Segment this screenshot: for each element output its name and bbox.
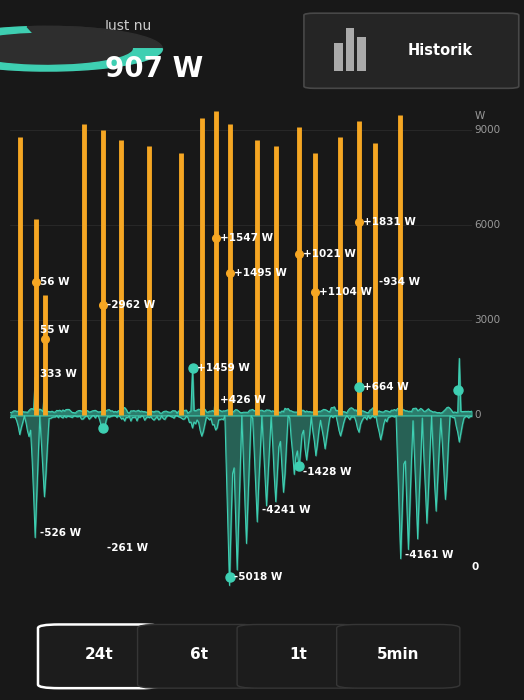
Text: +426 W: +426 W: [220, 395, 266, 405]
Text: 3000: 3000: [474, 316, 500, 326]
FancyBboxPatch shape: [336, 624, 460, 688]
Text: 11:35: 11:35: [0, 610, 27, 623]
FancyBboxPatch shape: [357, 36, 366, 71]
Text: 55 W: 55 W: [40, 325, 70, 335]
Text: +1459 W: +1459 W: [197, 363, 250, 373]
Text: 0: 0: [472, 563, 479, 573]
Text: +1547 W: +1547 W: [220, 233, 274, 243]
Text: 1t: 1t: [290, 647, 308, 662]
Text: +664 W: +664 W: [363, 382, 409, 392]
Text: +1021 W: +1021 W: [303, 249, 356, 259]
Text: 23:35: 23:35: [224, 610, 258, 623]
FancyBboxPatch shape: [346, 29, 354, 71]
Text: -261 W: -261 W: [107, 543, 148, 554]
Text: Just nu: Just nu: [105, 20, 152, 34]
Text: 56 W: 56 W: [40, 277, 70, 288]
Text: +1104 W: +1104 W: [320, 287, 373, 297]
Wedge shape: [27, 27, 113, 35]
Text: -526 W: -526 W: [40, 528, 82, 538]
Text: 05:35: 05:35: [340, 610, 373, 623]
Text: 11:35: 11:35: [455, 610, 488, 623]
Text: -4161 W: -4161 W: [405, 550, 453, 560]
Text: -4241 W: -4241 W: [262, 505, 310, 515]
Text: Historik: Historik: [408, 43, 473, 58]
FancyBboxPatch shape: [38, 624, 161, 688]
Text: 907 W: 907 W: [105, 55, 203, 83]
FancyBboxPatch shape: [237, 624, 361, 688]
Text: -5018 W: -5018 W: [234, 572, 282, 582]
Text: 9000: 9000: [474, 125, 500, 135]
Text: -2962 W: -2962 W: [107, 300, 156, 309]
Text: 0: 0: [474, 410, 481, 421]
Text: 5min: 5min: [377, 647, 420, 662]
Text: -1428 W: -1428 W: [303, 468, 352, 477]
Text: W: W: [474, 111, 485, 121]
Wedge shape: [0, 27, 162, 71]
FancyBboxPatch shape: [334, 43, 343, 71]
Text: 6000: 6000: [474, 220, 500, 230]
FancyBboxPatch shape: [304, 13, 519, 88]
Text: 6t: 6t: [190, 647, 208, 662]
Text: -934 W: -934 W: [379, 277, 420, 288]
Text: +1495 W: +1495 W: [234, 268, 287, 278]
Text: +1831 W: +1831 W: [363, 217, 416, 228]
Text: 333 W: 333 W: [40, 370, 78, 379]
Text: 24t: 24t: [85, 647, 114, 662]
FancyBboxPatch shape: [137, 624, 261, 688]
Circle shape: [0, 27, 162, 71]
Text: 17:35: 17:35: [109, 610, 143, 623]
